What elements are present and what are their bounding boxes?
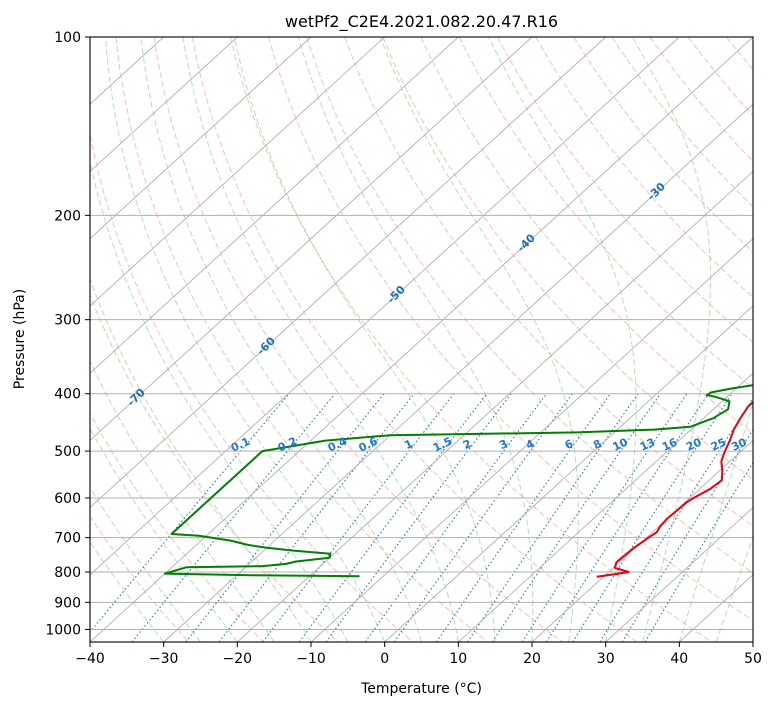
isotherm-line bbox=[90, 37, 533, 441]
dry-adiabat-line bbox=[90, 412, 264, 642]
moist-adiabat-line bbox=[182, 37, 459, 642]
dry-adiabat-line bbox=[153, 37, 563, 642]
moist-adiabat-line bbox=[678, 401, 753, 642]
x-tick-label: −20 bbox=[223, 651, 253, 667]
mixing-ratio-line bbox=[364, 393, 547, 642]
dry-adiabat-line bbox=[382, 37, 753, 481]
mixing-ratio-line bbox=[572, 393, 733, 642]
mixing-ratio-line bbox=[545, 393, 709, 642]
moist-adiabat-line bbox=[140, 37, 422, 642]
mixing-ratio-line bbox=[218, 393, 415, 642]
isotherm-line bbox=[90, 37, 459, 374]
mixing-ratio-line bbox=[521, 393, 688, 642]
y-tick-label: 100 bbox=[54, 30, 81, 46]
mixing-ratio-label: 16 bbox=[660, 435, 680, 453]
moist-adiabat-line bbox=[488, 37, 637, 642]
mixing-ratio-label: 20 bbox=[684, 435, 704, 453]
mixing-ratio-line bbox=[325, 393, 512, 642]
isotherm-line bbox=[163, 103, 753, 642]
isotherm-line bbox=[237, 170, 753, 642]
mixing-ratio-line bbox=[131, 393, 336, 642]
moist-adiabat-line bbox=[380, 37, 579, 642]
isotherm-line bbox=[90, 37, 385, 307]
mixing-ratio-label: 13 bbox=[638, 436, 657, 454]
mixing-ratio-line bbox=[90, 393, 290, 633]
y-axis-label: Pressure (hPa) bbox=[12, 289, 28, 389]
isotherm-line bbox=[90, 37, 312, 240]
mixing-ratio-label: 30 bbox=[729, 435, 749, 453]
y-tick-label: 800 bbox=[54, 565, 81, 581]
moist-adiabat-line bbox=[297, 37, 534, 642]
moist-adiabat-line bbox=[90, 427, 238, 642]
moist-adiabat-line bbox=[90, 359, 275, 642]
plot-frame bbox=[89, 36, 754, 643]
y-tick-label: 300 bbox=[54, 313, 81, 329]
mixing-ratio-label: 10 bbox=[611, 435, 631, 453]
mixing-ratio-line bbox=[491, 393, 661, 642]
isotherm-line bbox=[384, 305, 753, 642]
dry-adiabat-line bbox=[191, 37, 638, 642]
x-tick-label: 30 bbox=[597, 651, 615, 667]
x-tick-label: 20 bbox=[523, 651, 541, 667]
mixing-ratio-line bbox=[599, 397, 753, 642]
y-tick-label: 500 bbox=[54, 444, 81, 460]
dry-adiabat-line bbox=[90, 131, 414, 642]
y-tick-label: 700 bbox=[54, 531, 81, 547]
dry-adiabat-line bbox=[535, 37, 753, 298]
mixing-ratio-line bbox=[393, 393, 573, 642]
y-tick-label: 600 bbox=[54, 491, 81, 507]
y-tick-label: 900 bbox=[54, 595, 81, 611]
x-tick-label: −40 bbox=[75, 651, 105, 667]
x-tick-label: −10 bbox=[296, 651, 326, 667]
x-tick-label: 0 bbox=[380, 651, 389, 667]
moist-adiabat-line bbox=[233, 37, 496, 642]
isotherm-line bbox=[90, 37, 680, 576]
moist-adiabat-line bbox=[105, 37, 386, 642]
mixing-ratio-label: 25 bbox=[709, 436, 728, 454]
isotherm-line bbox=[458, 372, 753, 642]
moist-adiabat-line bbox=[90, 158, 349, 642]
isotherm-line bbox=[605, 506, 753, 642]
mixing-ratio-label: 36 bbox=[750, 435, 770, 453]
x-tick-label: −30 bbox=[149, 651, 179, 667]
y-tick-label: 1000 bbox=[45, 622, 81, 638]
y-tick-label: 400 bbox=[54, 387, 81, 403]
dry-adiabat-line bbox=[268, 37, 753, 622]
isotherm-line bbox=[90, 37, 238, 173]
x-tick-label: 10 bbox=[449, 651, 467, 667]
x-tick-label: 50 bbox=[744, 651, 762, 667]
x-tick-label: 40 bbox=[670, 651, 688, 667]
dry-adiabat-line bbox=[496, 37, 753, 344]
dewpoint-line bbox=[163, 384, 753, 578]
y-tick-label: 200 bbox=[54, 208, 81, 224]
chart-title: wetPf2_C2E4.2021.082.20.47.R16 bbox=[285, 12, 558, 32]
x-axis-label: Temperature (°C) bbox=[360, 681, 482, 697]
dry-adiabat-line bbox=[115, 37, 488, 642]
isotherm-line bbox=[90, 37, 606, 509]
isotherm-line bbox=[90, 37, 753, 642]
mixing-ratio-line bbox=[621, 428, 753, 642]
mixing-ratio-line bbox=[644, 461, 753, 642]
dry-adiabat-line bbox=[458, 37, 753, 389]
temperature-line bbox=[596, 400, 753, 578]
isotherm-line bbox=[310, 238, 753, 642]
dry-adiabat-line bbox=[229, 37, 712, 642]
